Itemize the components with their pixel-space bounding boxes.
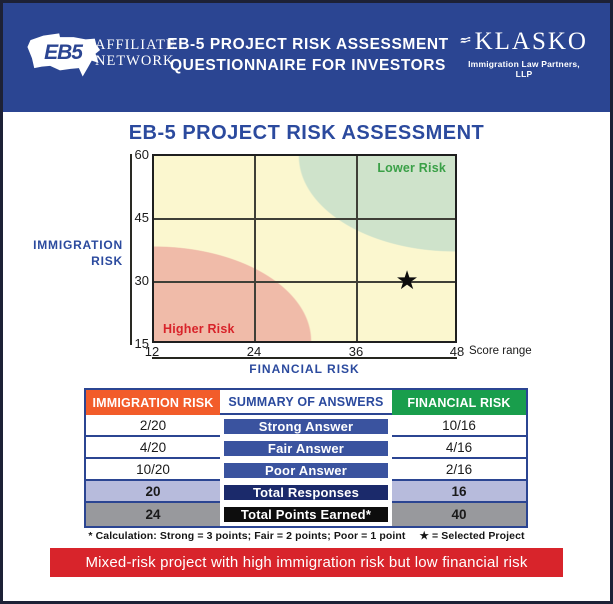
y-tick-15: 15	[134, 336, 149, 351]
y-axis-label: IMMIGRATION RISK	[21, 237, 123, 269]
table-row-total-responses-label: Total Responses	[224, 484, 388, 500]
score-range-label: Score range	[469, 345, 532, 357]
table-row-fair-immigration: 4/20	[86, 437, 220, 459]
x-tick-36: 36	[348, 344, 364, 359]
x-tick-24: 24	[246, 344, 262, 359]
eb5-logo-text: EB5	[44, 41, 83, 64]
table-row-fair-financial: 4/16	[392, 437, 526, 459]
klasko-tagline: Immigration Law Partners, LLP	[468, 59, 580, 79]
table-row-total-responses-immigration: 20	[86, 481, 220, 503]
table-row-poor-label-cell: Poor Answer	[220, 459, 392, 481]
table-row-poor-financial: 2/16	[392, 459, 526, 481]
table-row-total-points-financial: 40	[392, 503, 526, 526]
table-row-fair-label: Fair Answer	[224, 440, 388, 456]
x-axis-line	[152, 357, 457, 359]
calculation-note: * Calculation: Strong = 3 points; Fair =…	[88, 530, 406, 542]
star-legend: ★ = Selected Project	[419, 530, 525, 542]
table-row-total-responses-label-cell: Total Responses	[220, 481, 392, 503]
column-header-immigration-risk: IMMIGRATION RISK	[86, 390, 220, 415]
klasko-logo: KLASKO Immigration Law Partners, LLP	[460, 27, 588, 79]
gridline-y30	[154, 281, 455, 283]
table-row-total-points-label: Total Points Earned*	[224, 507, 388, 522]
chart-title: EB-5 PROJECT RISK ASSESSMENT	[128, 122, 485, 144]
table-row-poor-immigration: 10/20	[86, 459, 220, 481]
x-tick-12: 12	[144, 344, 160, 359]
table-row-strong-label: Strong Answer	[224, 418, 388, 434]
column-header-financial-risk: FINANCIAL RISK	[392, 390, 526, 415]
y-axis-line	[130, 154, 132, 345]
table-row-total-responses-financial: 16	[392, 481, 526, 503]
table-row-strong-label-cell: Strong Answer	[220, 415, 392, 437]
y-tick-30: 30	[134, 273, 149, 288]
risk-conclusion-banner: Mixed-risk project with high immigration…	[50, 548, 563, 577]
table-row-total-points-label-cell: Total Points Earned*	[220, 503, 392, 526]
header-title-line2: QUESTIONNAIRE FOR INVESTORS	[170, 57, 446, 74]
selected-project-star-icon: ★	[395, 264, 419, 295]
table-row-strong-financial: 10/16	[392, 415, 526, 437]
header-title-line1: EB-5 PROJECT RISK ASSESSMENT	[167, 36, 449, 53]
y-axis-label-line2: RISK	[91, 254, 123, 268]
table-row-poor-label: Poor Answer	[224, 462, 388, 478]
usa-map-icon: EB5	[25, 25, 101, 81]
table-row-total-points-immigration: 24	[86, 503, 220, 526]
x-tick-48: 48	[449, 344, 465, 359]
klasko-waves-icon	[460, 37, 471, 44]
network-line: NETWORK	[95, 53, 175, 69]
gridline-x36	[356, 156, 358, 341]
y-tick-60: 60	[134, 147, 149, 162]
gridline-y45	[154, 218, 455, 220]
column-header-summary-of-answers: SUMMARY OF ANSWERS	[220, 390, 392, 415]
klasko-name: KLASKO	[474, 28, 588, 55]
risk-quadrant-plot: Lower Risk Higher Risk ★	[152, 154, 457, 343]
table-row-strong-immigration: 2/20	[86, 415, 220, 437]
x-axis-label: FINANCIAL RISK	[249, 362, 360, 376]
lower-risk-label: Lower Risk	[377, 161, 446, 175]
header-title: EB-5 PROJECT RISK ASSESSMENT QUESTIONNAI…	[153, 34, 463, 76]
table-row-fair-label-cell: Fair Answer	[220, 437, 392, 459]
y-tick-45: 45	[134, 210, 149, 225]
gridline-x24	[254, 156, 256, 341]
header-bar: EB5 AFFILIATE NETWORK EB-5 PROJECT RISK …	[3, 3, 610, 112]
calculation-footnote: * Calculation: Strong = 3 points; Fair =…	[3, 530, 610, 542]
higher-risk-label: Higher Risk	[163, 322, 235, 336]
summary-table: IMMIGRATION RISK SUMMARY OF ANSWERS FINA…	[84, 388, 528, 528]
eb5-affiliate-network-logo: EB5 AFFILIATE NETWORK	[25, 25, 176, 81]
affiliate-line: AFFILIATE	[95, 37, 176, 53]
y-axis-label-line1: IMMIGRATION	[33, 238, 123, 252]
affiliate-network-label: AFFILIATE NETWORK	[95, 37, 176, 69]
